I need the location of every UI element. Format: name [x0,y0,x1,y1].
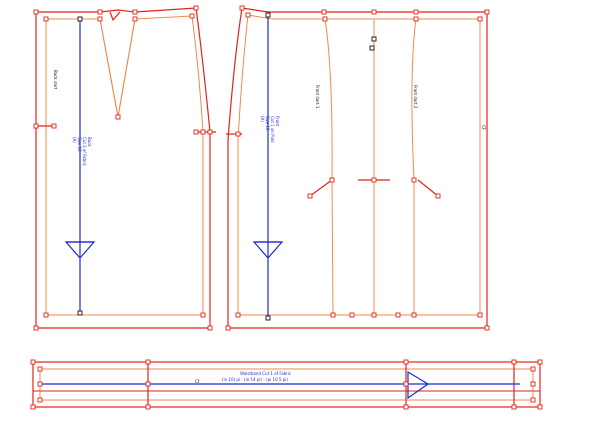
front-piece[interactable]: Front Cut 1 on Fold Size 10 (A) Front da… [225,5,490,331]
front-marker: CF [481,125,486,131]
front-label-line-1: Front [275,116,280,127]
back-seam-line [45,15,204,316]
waistband-points [30,359,543,410]
front-dart-label-right: Front dart 2 [413,85,418,109]
front-points [225,5,490,331]
back-dart-label-group: Back dart [53,70,58,90]
back-waist-detail [109,11,121,22]
waistband-cut-line [32,361,541,408]
front-cut-line [227,7,488,329]
waistband-label: Waistband Cut 1 of Fabric (in 10) pi - (… [222,371,291,382]
waistband-marker: Cf [195,379,200,384]
front-dart-label-right-group: Front dart 2 [413,85,418,109]
waistband-piece[interactable]: Waistband Cut 1 of Fabric (in 10) pi - (… [30,359,543,410]
front-grainline [252,15,284,318]
front-label-line-3: Size 10 [265,116,270,131]
back-label-line-3: Size 10 [77,137,82,152]
back-label-line-2: Cut 2 of Fabric [82,137,87,166]
back-dart-label: Back dart [53,70,58,90]
back-label-line-4: (A) [72,137,77,143]
front-label-line-4: (A) [260,116,265,122]
front-label-line-2: Cut 1 on Fold [270,116,275,143]
front-marker-group: CF [481,125,486,131]
back-label-line-1: Back [87,137,92,147]
front-dart-right [417,179,439,197]
back-piece-label: Back Cut 2 of Fabric Size 10 (A) [72,137,92,166]
grainline-arrow-icon [407,370,430,400]
front-dart-left [309,179,333,197]
front-style-line-right [411,18,417,315]
front-dart-label-left-group: Front dart 1 [315,85,320,109]
front-piece-label: Front Cut 1 on Fold Size 10 (A) [260,116,280,143]
back-piece[interactable]: Back Cut 2 of Fabric Size 10 (A) Back da… [33,5,216,331]
front-dart-label-left: Front dart 1 [315,85,320,109]
back-grainline [64,19,96,313]
waistband-label-line-2: (in 10) pi - (in 14 pi) - (pi 10.5 pi) [222,377,288,382]
front-seam-line [237,14,481,316]
back-dart [99,18,136,118]
back-points [33,5,213,331]
front-style-line-left [324,18,334,316]
back-cut-line [35,7,211,329]
waistband-label-line-1: Waistband Cut 1 of Fabric [240,371,291,376]
